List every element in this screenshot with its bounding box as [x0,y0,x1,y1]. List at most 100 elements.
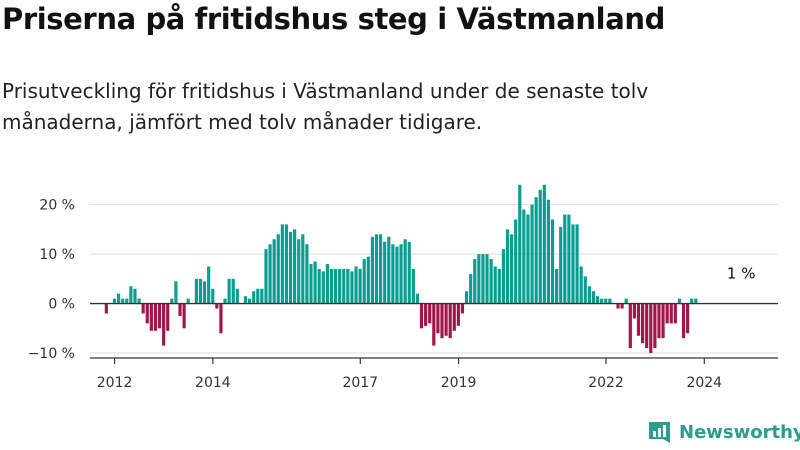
bar [178,303,182,316]
bar [268,244,272,304]
bar [309,264,313,304]
bar [407,241,411,304]
bar [260,288,264,304]
bar [157,303,162,329]
bar [624,298,628,304]
bar [395,246,399,304]
bar [526,214,530,304]
bar [632,303,636,319]
bar [223,298,227,304]
bar [104,303,108,314]
bar [231,278,235,304]
bar [329,268,334,304]
bar [694,298,698,304]
bar [133,288,137,304]
bar [522,209,526,304]
bar [125,298,129,304]
bar [280,224,284,304]
bar [571,224,575,304]
x-tick-label: 2022 [588,375,624,391]
bar [501,249,505,304]
bar [383,241,387,304]
bar [591,291,596,304]
bar [145,303,149,324]
x-tick-label: 2017 [342,375,378,391]
bar [514,219,518,304]
bar [354,266,358,304]
newsworthy-logo-icon [649,422,670,443]
bar [436,303,440,334]
bar [252,291,256,304]
bar [256,288,260,304]
bar [170,298,174,304]
bar [235,288,239,304]
bar [628,303,632,349]
bar [288,231,293,304]
bar [604,298,608,304]
bar [690,298,694,304]
chart-subtitle: Prisutveckling för fritidshus i Västmanl… [2,79,649,134]
bar [219,303,223,334]
bar [473,259,477,304]
bar [370,236,374,304]
bar [424,303,428,326]
axes [90,302,778,364]
x-tick-label: 2012 [97,375,133,391]
bar [194,278,198,304]
bar [121,298,125,304]
bar [657,303,661,339]
bar [117,293,121,304]
bar [440,303,444,339]
bar [112,298,117,304]
chart-title: Priserna på fritidshus steg i Västmanlan… [2,2,665,36]
bar [391,244,395,304]
bar [620,303,624,309]
bar [653,303,657,349]
bar [485,254,489,304]
bar [677,298,682,304]
bar [497,268,501,304]
bar [297,239,301,304]
bar [444,303,448,336]
bar [477,254,481,304]
bar [538,189,542,304]
bar [362,259,366,304]
y-tick-label: 10 % [39,247,75,263]
bar [374,234,379,304]
bar [669,303,673,324]
newsworthy-brand: Newsworthy [646,419,800,446]
bar [227,278,231,304]
bar [305,244,309,304]
bar [665,303,669,324]
bar [403,239,407,304]
y-tick-label: 20 % [39,198,75,214]
bar [207,266,211,304]
bar [452,303,456,331]
bar [542,184,546,304]
bar [129,286,133,304]
bar [166,303,170,331]
bar [276,234,280,304]
bar [600,298,604,304]
bar [595,296,600,304]
bar [645,303,649,349]
bar [333,268,338,304]
bar [248,298,252,304]
x-tick-label: 2014 [195,375,231,391]
bar [284,224,289,304]
bar [550,219,555,304]
bar [301,234,305,304]
bar [215,303,219,309]
bar [137,298,141,304]
bar [358,268,362,304]
bar [264,249,268,304]
bar [198,278,203,304]
bar [567,214,571,304]
bar [575,224,579,304]
bar [182,303,186,329]
bar [174,281,178,304]
bar [411,268,415,304]
bar [616,303,620,309]
bar [428,303,432,324]
bar [293,229,297,304]
